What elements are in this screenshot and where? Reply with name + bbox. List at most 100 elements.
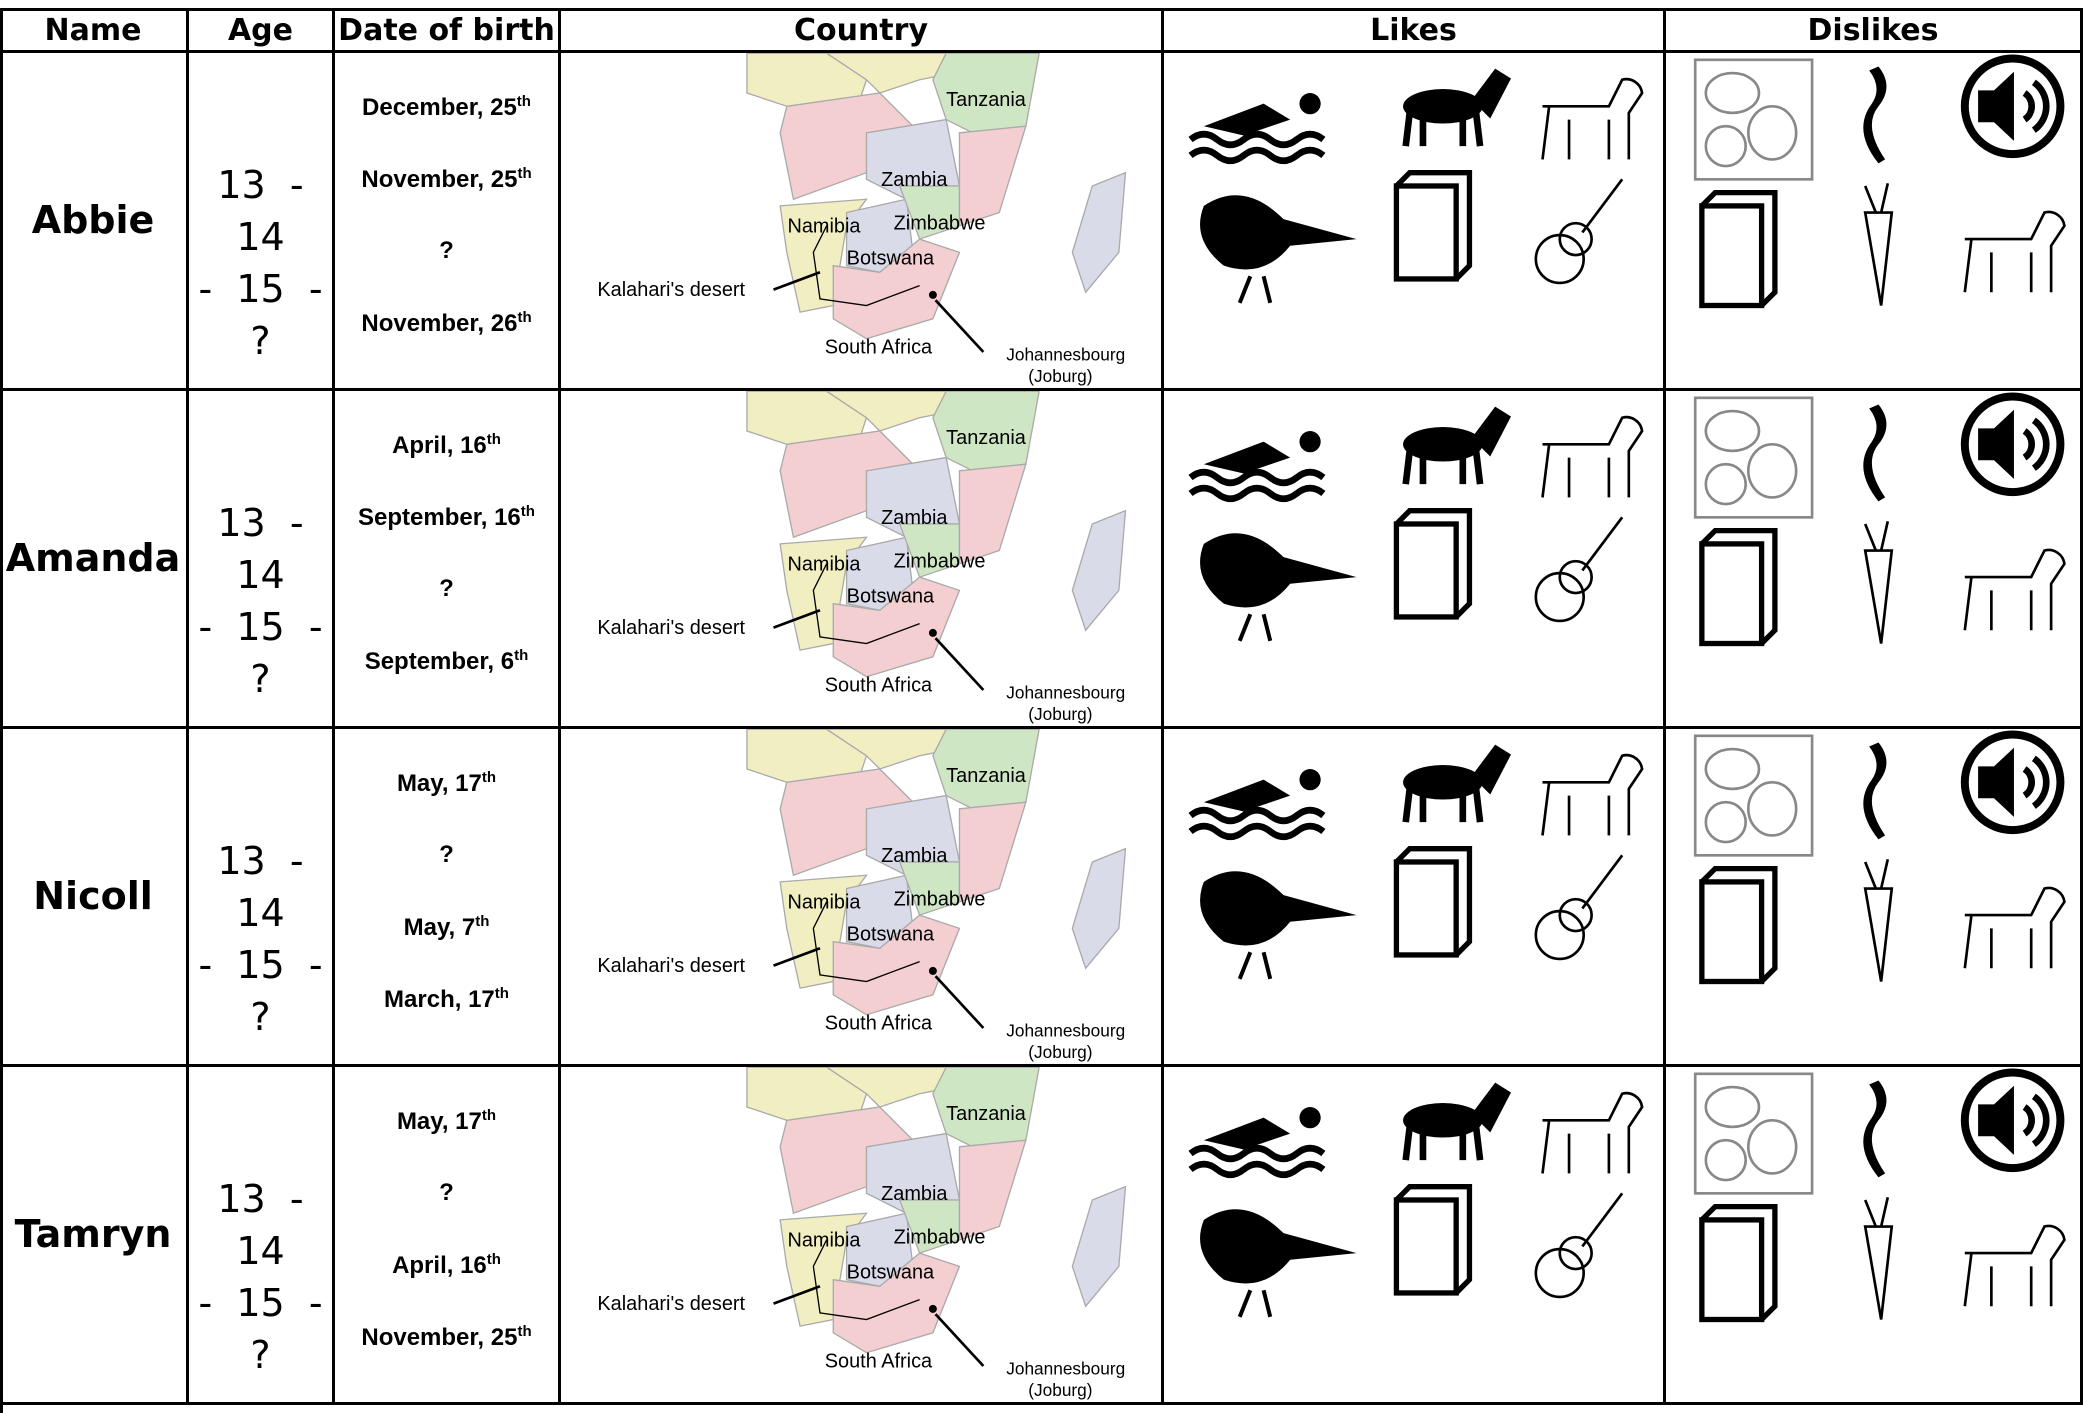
country-cell: Tanzania Zambia Namibia Zimbabwe Botswana Ka… — [561, 1067, 1164, 1405]
date-suffix: th — [514, 647, 529, 664]
date-cell: April, 16th September, 16th? September, 6t… — [335, 391, 561, 729]
map-label: Namibia — [787, 553, 861, 575]
age-option: ? — [250, 657, 271, 701]
dog-icon — [1963, 210, 2066, 293]
dislikes-cell — [1666, 1067, 2083, 1405]
map-label: Kalahari's desert — [597, 1293, 745, 1315]
age-option: 13 - — [217, 839, 304, 883]
date-text: September, 16 — [358, 504, 521, 531]
date-option: November, 25th — [335, 165, 558, 194]
map-label: Namibia — [787, 215, 861, 237]
date-option: ? — [335, 575, 558, 603]
top-border — [0, 8, 2083, 11]
horse-icon — [1402, 1082, 1511, 1161]
date-option: March, 17th — [335, 985, 558, 1014]
book-icon — [1699, 865, 1778, 985]
age-option: 14 — [236, 891, 285, 935]
map-label: Zambia — [881, 1183, 948, 1205]
date-suffix: th — [520, 503, 535, 520]
date-option: November, 25th — [335, 1323, 558, 1352]
date-text: November, 25 — [361, 166, 518, 193]
map-label: Johannesbourg — [1006, 1359, 1125, 1379]
name: Nicoll — [33, 874, 153, 918]
date-suffix: th — [486, 1251, 501, 1268]
date-cell: December, 25th November, 25th? November, 2… — [335, 53, 561, 391]
date-option: April, 16th — [335, 1251, 558, 1280]
date-cell: May, 17th? May, 7th March, 17th — [335, 729, 561, 1067]
date-option: December, 25th — [335, 93, 558, 122]
lizard-icon — [1863, 404, 1887, 502]
map: Tanzania Zambia Namibia Zimbabwe Botswana Ka… — [597, 1067, 1127, 1400]
likes-icons — [1188, 744, 1644, 980]
name: Tamryn — [14, 1212, 172, 1256]
book-icon — [1393, 170, 1473, 282]
date-option: September, 6th — [335, 647, 558, 676]
date-suffix: th — [481, 769, 497, 786]
date-text: ? — [439, 1179, 454, 1206]
likes-cell — [1164, 391, 1666, 729]
date-suffix: th — [517, 309, 532, 326]
date-option: ? — [335, 237, 558, 265]
map-label: (Joburg) — [1028, 1042, 1092, 1062]
age-option: - 15 - — [198, 943, 323, 987]
date-text: April, 16 — [392, 432, 487, 459]
map-label: Tanzania — [946, 427, 1027, 449]
map-label: Zambia — [881, 507, 948, 529]
guitar-icon — [1534, 1192, 1624, 1299]
animals-icon — [1693, 58, 1814, 181]
age-option: 14 — [236, 215, 285, 259]
date-text: September, 6 — [364, 648, 515, 675]
horse-icon — [1402, 406, 1511, 485]
swim-icon — [1188, 93, 1326, 165]
dislikes-cell — [1666, 729, 2083, 1067]
dog-icon — [1541, 1091, 1644, 1174]
likes-icons — [1188, 406, 1644, 642]
guitar-icon — [1534, 516, 1624, 623]
dog-icon — [1541, 77, 1644, 160]
map-label: Tanzania — [946, 89, 1027, 111]
date-option: May, 17th — [335, 769, 558, 798]
age-option: - 15 - — [198, 605, 323, 649]
likes-cell — [1164, 729, 1666, 1067]
carrot-icon — [1863, 1197, 1894, 1320]
book-icon — [1393, 508, 1473, 620]
likes-icons — [1188, 1082, 1644, 1318]
date-text: March, 17 — [384, 986, 495, 1013]
date-suffix: th — [494, 985, 509, 1002]
date-option: May, 17th — [335, 1107, 558, 1136]
lizard-icon — [1863, 742, 1887, 840]
date-option: November, 26th — [335, 309, 558, 338]
dislikes-icons — [1693, 1068, 2066, 1323]
age-cell: 13 - 14 - 15 -? — [189, 729, 335, 1067]
dog-icon — [1541, 753, 1644, 836]
dislikes-icons — [1693, 54, 2066, 309]
age-option: 13 - — [217, 1177, 304, 1221]
map-label: (Joburg) — [1028, 366, 1092, 386]
carrot-icon — [1863, 521, 1894, 644]
name-cell: Amanda — [0, 391, 189, 729]
age-option: - 15 - — [198, 1281, 323, 1325]
date-cell: May, 17th? April, 16th November, 25th — [335, 1067, 561, 1405]
map-label: South Africa — [825, 1012, 933, 1034]
map-label: South Africa — [825, 1350, 933, 1372]
book-icon — [1699, 1203, 1778, 1323]
map-label: Kalahari's desert — [597, 279, 745, 301]
speaker-icon — [1960, 54, 2065, 159]
map-label: Tanzania — [946, 765, 1027, 787]
likes-icons — [1188, 68, 1644, 304]
name-cell: Nicoll — [0, 729, 189, 1067]
map-label: Zimbabwe — [894, 1227, 986, 1249]
carrot-icon — [1863, 183, 1894, 306]
guitar-icon — [1534, 854, 1624, 961]
name: Abbie — [31, 198, 155, 242]
map-label: Botswana — [847, 923, 935, 945]
likes-cell — [1164, 53, 1666, 391]
lizard-icon — [1863, 1080, 1887, 1178]
dislikes-icons — [1693, 730, 2066, 985]
swim-icon — [1188, 431, 1326, 503]
bird-icon — [1200, 195, 1357, 304]
guitar-icon — [1534, 178, 1624, 285]
map-label: Namibia — [787, 1229, 861, 1251]
name: Amanda — [5, 536, 181, 580]
